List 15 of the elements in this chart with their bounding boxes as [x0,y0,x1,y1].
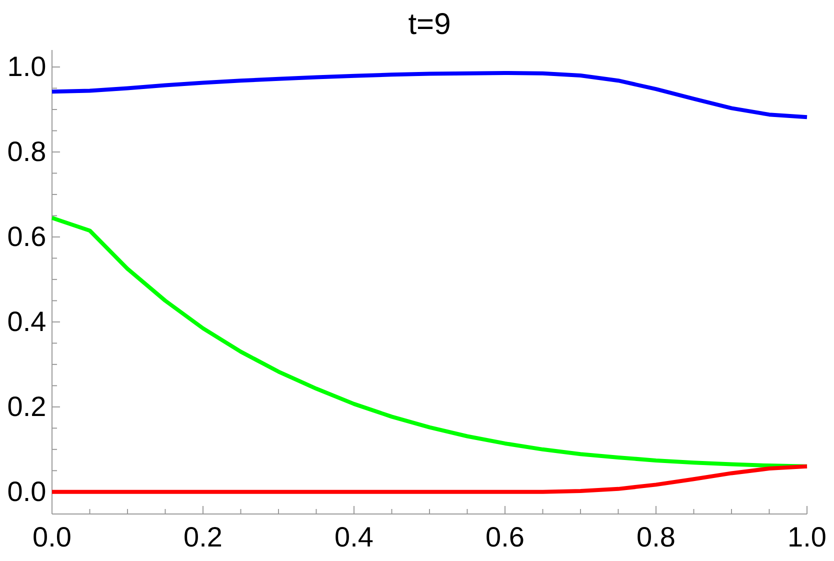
x-tick-label: 0.4 [334,521,374,552]
chart-title: t=9 [408,8,451,41]
x-tick-label: 1.0 [788,521,826,552]
x-tick-label: 0.6 [486,521,524,552]
x-tick-label: 0.0 [32,521,72,552]
line-series [50,464,809,494]
x-tick-label: 0.8 [636,521,676,552]
y-tick-label: 0.0 [7,476,46,507]
y-tick-label: 1.0 [7,50,46,82]
y-tick-label: 0.8 [7,136,46,167]
line-series [50,70,809,120]
y-tick-label: 0.4 [7,306,46,337]
y-tick-label: 0.6 [7,220,46,252]
y-tick-label: 0.2 [7,390,46,422]
x-tick-label: 0.2 [184,521,222,552]
